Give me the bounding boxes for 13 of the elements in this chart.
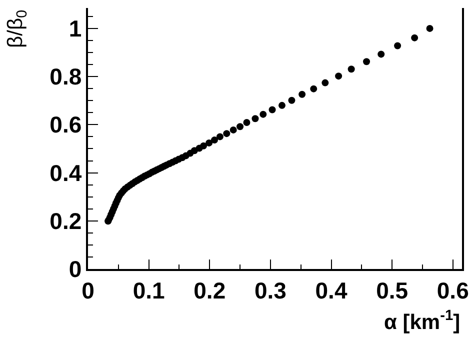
y-tick-label: 0.8 [50, 64, 82, 90]
x-tick-label: 0.1 [132, 277, 165, 304]
x-tick-label: 0.6 [436, 277, 469, 304]
y-tick-label: 0.6 [50, 112, 82, 138]
y-tick-label: 1 [68, 16, 82, 42]
y-tick-label: 0.4 [50, 160, 82, 186]
x-tick-label: 0.5 [376, 277, 408, 304]
y-tick-label: 0 [68, 256, 82, 282]
x-tick-label: 0.4 [315, 277, 348, 304]
x-tick-label: 0.2 [194, 277, 226, 304]
x-axis-title: α [km$^{-1}$] [384, 308, 460, 334]
x-tick-label: 0.3 [254, 277, 286, 304]
y-tick-label: 0.2 [50, 208, 82, 234]
